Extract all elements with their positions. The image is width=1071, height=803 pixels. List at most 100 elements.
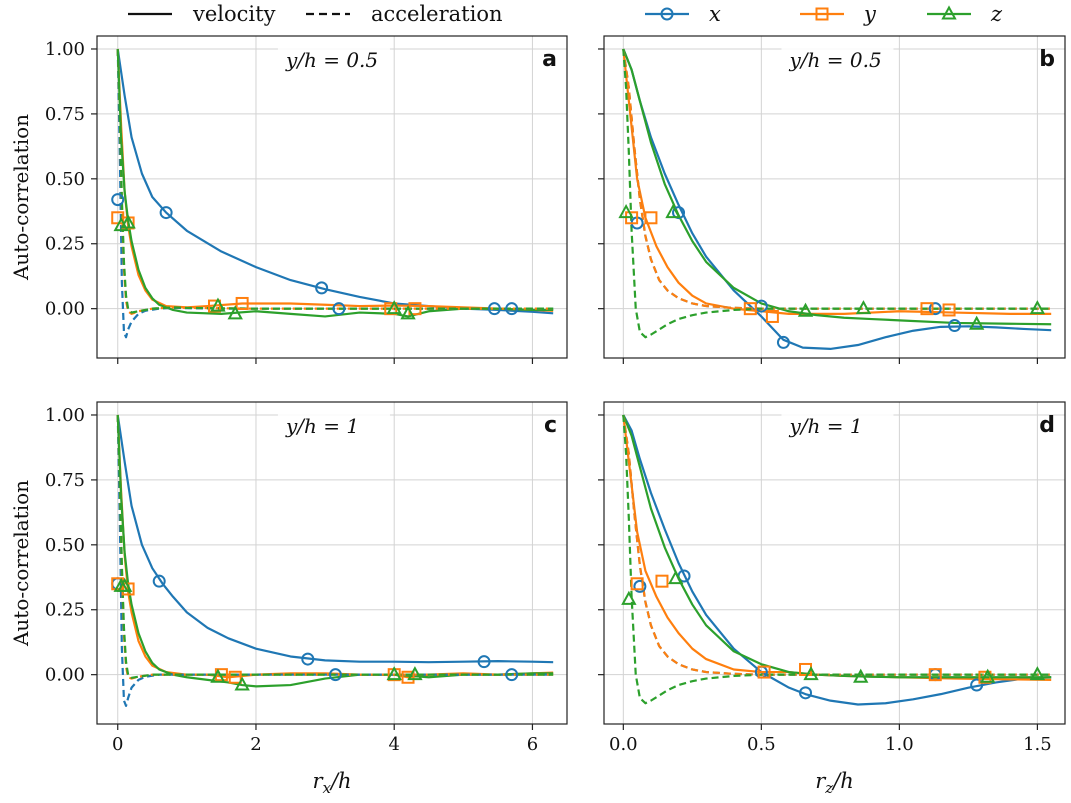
legend-label-velocity: velocity	[192, 2, 276, 26]
series-line-y-velocity	[622, 414, 1052, 681]
marker-z-velocity	[386, 666, 402, 681]
series-line-x-velocity	[116, 48, 554, 315]
series-group	[618, 48, 1052, 351]
marker-x-velocity	[301, 652, 315, 666]
x-tick-label: 1.0	[885, 734, 914, 755]
series-line-x-velocity	[116, 414, 554, 664]
marker-y-velocity	[655, 574, 669, 588]
series-line-z-acceleration	[622, 48, 1052, 339]
legend: velocity acceleration x y z	[128, 2, 1003, 26]
series-line-z-acceleration	[116, 414, 554, 679]
series-line-y-velocity	[622, 48, 1052, 315]
marker-y-velocity	[765, 309, 779, 323]
y-tick-label: 0.25	[45, 600, 85, 621]
series-line-y-velocity	[116, 414, 554, 679]
series-group	[111, 414, 554, 707]
series-line-z-acceleration	[116, 48, 554, 314]
marker-z-velocity	[210, 668, 226, 683]
marker-z-velocity	[1029, 666, 1046, 681]
series-line-z-acceleration	[622, 414, 1052, 705]
panel-letter: d	[1039, 413, 1055, 438]
marker-z-velocity	[210, 297, 226, 312]
marker-x-velocity	[159, 206, 173, 220]
marker-x-velocity	[487, 302, 501, 316]
panel-note: y/h = 0.5	[285, 48, 378, 72]
series-line-z-velocity	[622, 414, 1052, 679]
y-axis-label: Auto-correlation	[9, 480, 33, 647]
marker-z-velocity	[407, 666, 423, 681]
series-group	[111, 48, 554, 339]
panel-note-background	[277, 42, 390, 78]
panels: 0.000.250.500.751.00 y/h = 0.5 aAuto-corre…	[9, 35, 1066, 797]
legend-marker-y	[815, 7, 829, 21]
series-line-z-velocity	[622, 48, 1052, 326]
marker-y-velocity	[920, 302, 934, 316]
x-tick-label: 1.5	[1023, 734, 1052, 755]
panel-letter: b	[1039, 47, 1055, 72]
y-tick-label: 0.50	[45, 535, 85, 556]
marker-x-velocity	[111, 193, 125, 207]
series-line-x-velocity	[622, 414, 1052, 706]
y-tick-label: 0.50	[45, 169, 85, 190]
series-line-x-acceleration	[116, 48, 554, 339]
marker-x-velocity	[505, 302, 519, 316]
legend-label-acceleration: acceleration	[371, 2, 503, 26]
series-line-y-acceleration	[622, 48, 1052, 310]
marker-x-velocity	[328, 668, 342, 682]
x-tick-label: 2	[250, 734, 261, 755]
series-line-y-acceleration	[622, 414, 1052, 676]
series-line-z-velocity	[116, 48, 554, 318]
marker-z-velocity	[668, 569, 684, 585]
marker-x-velocity	[799, 686, 813, 700]
legend-label-x: x	[709, 2, 721, 26]
legend-marker-z	[941, 5, 957, 20]
marker-z-velocity	[386, 300, 402, 315]
panel-note: y/h = 0.5	[788, 48, 881, 72]
series-group	[621, 414, 1052, 706]
x-tick-label: 6	[527, 734, 538, 755]
marker-z-velocity	[803, 666, 819, 681]
x-tick-label: 0	[112, 734, 123, 755]
marker-z-velocity	[855, 300, 872, 315]
marker-y-velocity	[928, 668, 942, 682]
marker-y-velocity	[743, 302, 757, 316]
marker-z-velocity	[618, 203, 634, 219]
marker-z-velocity	[227, 305, 243, 320]
marker-x-velocity	[477, 655, 491, 669]
panel-letter: a	[542, 47, 557, 72]
panel-note-background	[781, 42, 894, 78]
y-tick-label: 0.75	[45, 470, 85, 491]
y-tick-label: 0.00	[45, 299, 85, 320]
y-tick-label: 0.25	[45, 234, 85, 255]
marker-y-velocity	[644, 211, 658, 225]
marker-x-velocity	[505, 668, 519, 682]
marker-x-velocity	[754, 299, 768, 313]
panel-note: y/h = 1	[285, 414, 359, 438]
panel-note-background	[781, 408, 894, 444]
marker-x-velocity	[633, 579, 647, 593]
marker-y-velocity	[235, 296, 249, 310]
marker-z-velocity	[621, 590, 637, 605]
plot-frame	[603, 401, 1066, 725]
marker-y-velocity	[942, 303, 956, 317]
y-tick-label: 1.00	[45, 39, 85, 60]
x-tick-label: 0.5	[747, 734, 776, 755]
legend-marker-x	[660, 7, 674, 21]
x-tick-label: 0.0	[609, 734, 638, 755]
x-axis-label: rz/h	[815, 769, 854, 797]
marker-x-velocity	[152, 574, 166, 588]
marker-z-velocity	[116, 577, 133, 592]
marker-x-velocity	[776, 335, 790, 349]
marker-z-velocity	[853, 668, 869, 683]
series-line-y-acceleration	[116, 414, 554, 680]
marker-x-velocity	[315, 281, 329, 295]
marker-y-velocity	[630, 577, 644, 591]
marker-x-velocity	[928, 302, 942, 316]
plot-frame	[96, 401, 568, 725]
x-tick-label: 4	[388, 734, 399, 755]
marker-z-velocity	[665, 203, 681, 219]
series-line-y-acceleration	[116, 48, 554, 315]
y-tick-label: 0.00	[45, 665, 85, 686]
marker-z-velocity	[1029, 300, 1046, 315]
